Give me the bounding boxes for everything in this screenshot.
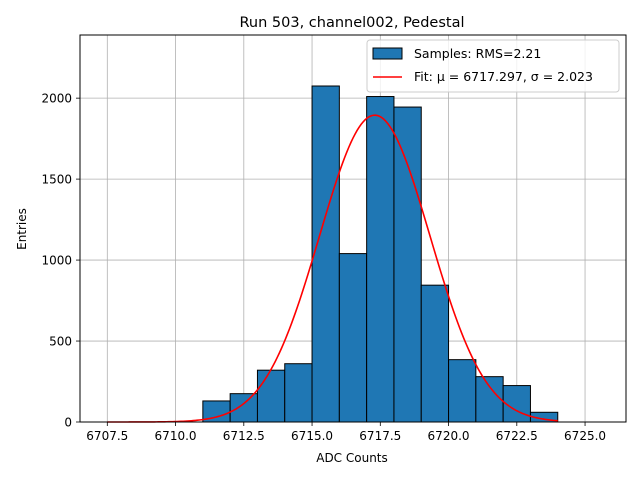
x-tick-label: 6715.0 xyxy=(291,429,333,443)
histogram-bar xyxy=(448,359,477,423)
histogram-bar xyxy=(229,393,258,423)
histogram-bar xyxy=(311,85,340,423)
y-tick-label: 500 xyxy=(49,335,72,349)
y-tick-label: 2000 xyxy=(41,92,72,106)
histogram-bar xyxy=(393,106,422,423)
y-tick-label: 1500 xyxy=(41,173,72,187)
x-tick-label: 6725.0 xyxy=(564,429,606,443)
x-tick-label: 6710.0 xyxy=(155,429,197,443)
y-tick-label: 1000 xyxy=(41,254,72,268)
x-tick-label: 6707.5 xyxy=(86,429,128,443)
x-tick-label: 6717.5 xyxy=(359,429,401,443)
y-axis-ticks: 0 500 1000 1500 2000 xyxy=(41,92,80,430)
bars-layer xyxy=(202,85,559,423)
legend-box xyxy=(366,39,620,93)
chart-title: Run 503, channel002, Pedestal xyxy=(239,15,464,31)
x-axis-ticks: 6707.5 6710.0 6712.5 6715.0 6717.5 6720.0 6722… xyxy=(86,422,606,443)
plot-frame xyxy=(79,34,627,423)
legend: Samples: RMS=2.21 Fit: μ = 6717.297, σ =… xyxy=(366,39,620,93)
x-tick-label: 6720.0 xyxy=(428,429,470,443)
x-tick-label: 6712.5 xyxy=(223,429,265,443)
fit-curve xyxy=(107,114,558,423)
legend-label-fit: Fit: μ = 6717.297, σ = 2.023 xyxy=(414,69,593,84)
histogram-bar xyxy=(366,96,395,423)
legend-label-samples: Samples: RMS=2.21 xyxy=(414,46,541,61)
x-tick-label: 6722.5 xyxy=(496,429,538,443)
histogram-bar xyxy=(420,284,450,423)
histogram-bar xyxy=(475,376,504,423)
histogram-bar xyxy=(256,369,286,423)
x-axis-label: ADC Counts xyxy=(316,451,388,465)
histogram-bar xyxy=(284,363,313,423)
histogram-bar xyxy=(502,385,531,423)
legend-swatch-samples xyxy=(372,47,403,60)
y-axis-label: Entries xyxy=(15,208,29,250)
y-tick-label: 0 xyxy=(64,416,72,430)
histogram-bar xyxy=(338,253,368,423)
